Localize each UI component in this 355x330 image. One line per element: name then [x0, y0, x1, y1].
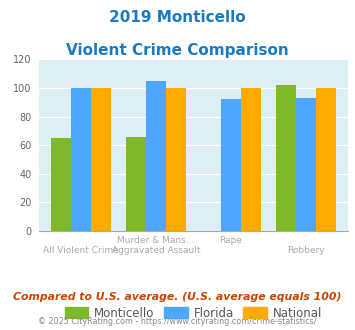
Text: Aggravated Assault: Aggravated Assault [112, 246, 200, 255]
Text: 2019 Monticello: 2019 Monticello [109, 10, 246, 25]
Bar [221, 99, 241, 231]
Text: Violent Crime Comparison: Violent Crime Comparison [66, 43, 289, 58]
Bar [316, 88, 336, 231]
Bar [71, 88, 91, 231]
Text: Rape: Rape [219, 236, 242, 245]
Bar [91, 88, 111, 231]
Legend: Monticello, Florida, National: Monticello, Florida, National [60, 302, 327, 325]
Bar [276, 85, 296, 231]
Bar [296, 98, 316, 231]
Bar [166, 88, 186, 231]
Text: © 2025 CityRating.com - https://www.cityrating.com/crime-statistics/: © 2025 CityRating.com - https://www.city… [38, 317, 317, 326]
Bar [241, 88, 261, 231]
Text: Robbery: Robbery [287, 246, 325, 255]
Bar [126, 137, 146, 231]
Text: All Violent Crime: All Violent Crime [43, 246, 119, 255]
Bar [146, 81, 166, 231]
Text: Compared to U.S. average. (U.S. average equals 100): Compared to U.S. average. (U.S. average … [13, 292, 342, 302]
Bar [51, 138, 71, 231]
Text: Murder & Mans...: Murder & Mans... [117, 236, 195, 245]
